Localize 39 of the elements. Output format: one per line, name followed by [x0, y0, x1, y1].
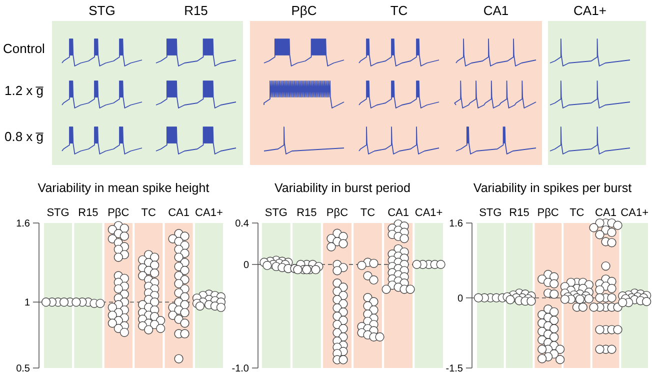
category-label: 0.8 x g̅	[4, 129, 44, 144]
y-tick-label: 1	[24, 298, 30, 309]
x-tick-label: PβC	[537, 207, 559, 219]
chart-title: Variability in mean spike height	[38, 181, 210, 195]
category-label: CA1+	[574, 3, 606, 18]
y-tick-label: 0	[243, 260, 250, 271]
chart-title: Variability in burst period	[274, 181, 411, 195]
x-tick-label: R15	[509, 207, 530, 219]
y-tick-label: 0.5	[16, 364, 30, 374]
category-label: R15	[184, 3, 208, 18]
x-tick-label: R15	[296, 207, 317, 219]
category-label: 1.2 x g̅	[4, 83, 44, 98]
x-tick-label: CA1	[168, 207, 190, 219]
y-tick-label: 1.6	[449, 218, 464, 230]
x-tick-label: CA1	[595, 207, 616, 219]
y-tick-label: -1.0	[232, 364, 250, 374]
y-tick-label: -1.5	[446, 364, 464, 374]
x-tick-label: CA1+	[414, 207, 443, 219]
x-tick-label: STG	[46, 207, 70, 219]
x-tick-label: CA1	[388, 207, 409, 219]
x-tick-label: PβC	[326, 207, 348, 219]
category-label: TC	[390, 3, 408, 18]
x-tick-label: CA1+	[195, 207, 223, 219]
x-tick-label: CA1+	[620, 207, 649, 219]
chart-title: Variability in spikes per burst	[473, 181, 632, 195]
y-tick-label: 1.6	[16, 218, 30, 230]
x-tick-label: STG	[264, 207, 288, 219]
category-label: CA1	[483, 3, 509, 18]
y-tick-label: 0.4	[235, 218, 250, 230]
y-tick-label: 0	[457, 293, 464, 304]
category-label: STG	[88, 3, 116, 18]
x-tick-label: R15	[78, 207, 98, 219]
x-tick-label: TC	[360, 207, 376, 219]
x-tick-label: STG	[479, 207, 502, 219]
x-tick-label: PβC	[108, 207, 130, 219]
category-label: Control	[3, 41, 45, 56]
category-label: PβC	[291, 3, 317, 18]
x-tick-label: TC	[141, 207, 156, 219]
x-tick-label: TC	[570, 207, 584, 219]
